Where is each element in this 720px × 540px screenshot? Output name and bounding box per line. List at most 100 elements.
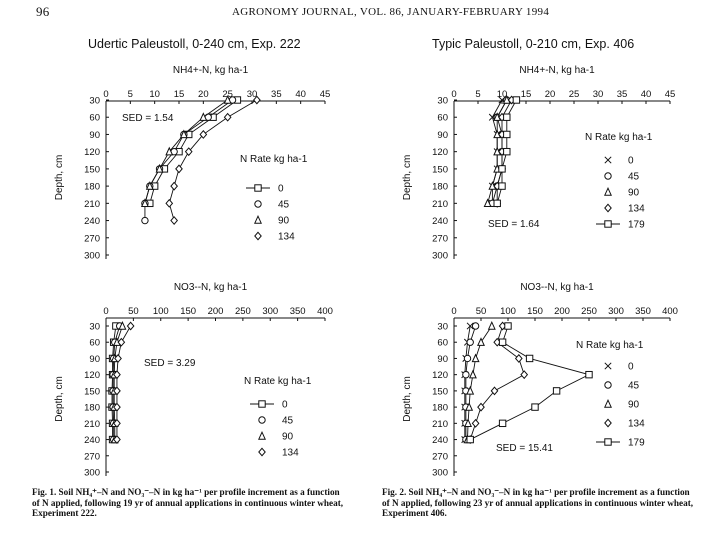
fig2-nh4-x-tick-label: 45 [665, 89, 676, 100]
fig1-no3-point-134 [114, 353, 122, 363]
fig2-no3-point-179 [498, 338, 507, 346]
fig1-nh4-y-tick-label: 150 [84, 164, 100, 175]
fig1-nh4-point-134 [184, 147, 193, 157]
fig1-nh4-point-134 [199, 129, 208, 139]
fig2-nh4-legend-marker-45 [604, 172, 612, 180]
fig1-no3-y-tick-label: 120 [84, 370, 100, 381]
fig1-nh4-legend-label-0: 0 [278, 184, 284, 195]
fig2-no3-x-tick-label: 100 [500, 306, 516, 317]
figure-2-caption: Fig. 2. Soil NH₄⁺–N and NO₃⁻–N in kg ha⁻… [382, 487, 694, 518]
fig1-no3-x-tick-label: 50 [128, 306, 139, 317]
fig1-no3-point-134 [117, 337, 126, 347]
fig2-no3-point-179 [585, 370, 593, 379]
fig2-nh4-legend-marker-90 [604, 186, 612, 196]
fig2-no3-point-45 [462, 370, 470, 379]
fig1-nh4-y-tick-label: 240 [84, 216, 100, 227]
fig2-no3-legend-label-90: 90 [628, 400, 640, 411]
fig2-nh4-y-tick-label: 210 [432, 199, 448, 210]
fig1-nh4-y-tick-label: 30 [89, 96, 100, 107]
fig1-nh4-sed-annotation: SED = 1.54 [122, 113, 174, 124]
fig1-nh4-legend-title: N Rate kg ha-1 [240, 154, 308, 165]
fig1-nh4-point-134 [165, 198, 174, 208]
fig1-no3-legend-label-90: 90 [282, 432, 294, 443]
fig1-no3-xlabel: NO3--N, kg ha-1 [174, 282, 248, 293]
fig2-nh4-legend-marker-179 [604, 220, 612, 228]
fig1-nh4-ylabel: Depth, cm [54, 155, 65, 201]
fig1-nh4-point-90 [199, 112, 208, 121]
fig1-nh4-legend-marker-90 [254, 214, 262, 224]
fig1-nh4-legend-marker-134 [254, 231, 262, 241]
fig2-no3-x-tick-label: 350 [635, 306, 651, 317]
fig2-no3-point-90 [468, 369, 477, 379]
fig1-no3-legend-marker-134 [258, 447, 266, 457]
fig2-no3-series-line-179 [469, 325, 591, 440]
fig2-no3-x-tick-label: 200 [554, 306, 570, 317]
fig1-no3-x-tick-label: 250 [235, 306, 251, 317]
fig2-nh4-legend-label-134: 134 [628, 204, 645, 215]
fig2-no3-y-tick-label: 120 [432, 370, 448, 381]
fig2-no3-legend-marker-45 [604, 381, 612, 389]
fig2-no3-point-45 [466, 338, 474, 346]
page-number: 96 [36, 4, 50, 19]
fig2-no3-y-tick-label: 90 [437, 354, 448, 365]
fig2-no3-x-tick-label: 300 [608, 306, 624, 317]
fig1-nh4-point-90 [165, 146, 174, 156]
fig1-no3-legend-title: N Rate kg ha-1 [244, 376, 312, 387]
fig1-nh4-y-tick-label: 300 [84, 251, 100, 262]
fig1-no3-legend-marker-90 [258, 430, 266, 440]
fig2-no3-y-tick-label: 240 [432, 435, 448, 446]
fig1-nh4-x-tick-label: 45 [320, 89, 331, 100]
fig2-no3-point-134 [490, 386, 499, 396]
fig1-nh4-title: Udertic Paleustoll, 0-240 cm, Exp. 222 [88, 37, 301, 51]
fig2-nh4-point-179 [498, 165, 506, 173]
fig1-nh4-y-tick-label: 210 [84, 199, 100, 210]
fig2-no3-legend-title: N Rate kg ha-1 [576, 340, 644, 351]
fig2-no3-point-179 [466, 435, 474, 444]
fig2-nh4-legend-label-90: 90 [628, 188, 640, 199]
fig1-no3-y-tick-label: 270 [84, 451, 100, 462]
fig2-no3-ylabel: Depth, cm [402, 376, 413, 422]
fig1-nh4-point-134 [223, 112, 232, 122]
fig1-nh4-legend-marker-0 [254, 184, 262, 192]
fig1-nh4-y-tick-label: 120 [84, 147, 100, 158]
fig1-no3-y-tick-label: 210 [84, 419, 100, 430]
fig2-no3-point-90 [471, 353, 480, 363]
fig2-no3-legend-marker-179 [604, 438, 612, 446]
fig1-nh4-x-tick-label: 30 [247, 89, 258, 100]
fig1-nh4-x-tick-label: 10 [149, 89, 160, 100]
fig2-nh4-x-tick-label: 0 [451, 89, 456, 100]
fig2-no3-legend-label-0: 0 [628, 362, 634, 373]
fig2-no3-legend-label-134: 134 [628, 419, 645, 430]
fig2-no3-point-0 [466, 322, 474, 330]
fig1-nh4-point-90 [140, 198, 149, 208]
fig1-nh4-xlabel: NH4+-N, kg ha-1 [173, 65, 249, 76]
fig2-nh4-sed-annotation: SED = 1.64 [488, 219, 540, 230]
fig2-no3-point-90 [464, 418, 473, 428]
fig2-nh4-y-tick-label: 60 [437, 113, 448, 124]
fig2-nh4-title: Typic Paleustoll, 0-210 cm, Exp. 406 [432, 37, 634, 51]
fig1-nh4-chart: Udertic Paleustoll, 0-240 cm, Exp. 222 NH… [54, 37, 330, 262]
fig1-no3-point-134 [113, 370, 121, 380]
fig1-nh4-legend-label-90: 90 [278, 216, 290, 227]
fig2-no3-x-tick-label: 50 [476, 306, 487, 317]
fig1-no3-y-tick-label: 60 [89, 338, 100, 349]
fig1-no3-sed-annotation: SED = 3.29 [144, 358, 196, 369]
fig2-no3-legend-label-179: 179 [628, 438, 645, 449]
fig1-nh4-legend-label-45: 45 [278, 200, 290, 211]
fig1-no3-x-tick-label: 300 [262, 306, 278, 317]
fig1-nh4-point-90 [145, 181, 154, 190]
fig2-nh4-legend-label-0: 0 [628, 156, 634, 167]
fig2-nh4-x-tick-label: 20 [545, 89, 556, 100]
fig1-nh4-y-tick-label: 60 [89, 113, 100, 124]
fig2-no3-y-tick-label: 180 [432, 403, 448, 414]
fig1-no3-legend-marker-0 [258, 400, 266, 408]
fig2-no3-point-45 [471, 322, 480, 330]
fig1-no3-point-134 [113, 402, 121, 412]
fig2-no3-x-tick-label: 150 [527, 306, 543, 317]
fig2-nh4-y-tick-label: 180 [432, 182, 448, 193]
fig2-nh4-legend-title: N Rate kg ha-1 [585, 132, 653, 143]
fig1-nh4-point-134 [253, 95, 261, 105]
fig1-nh4-x-tick-label: 0 [103, 89, 108, 100]
